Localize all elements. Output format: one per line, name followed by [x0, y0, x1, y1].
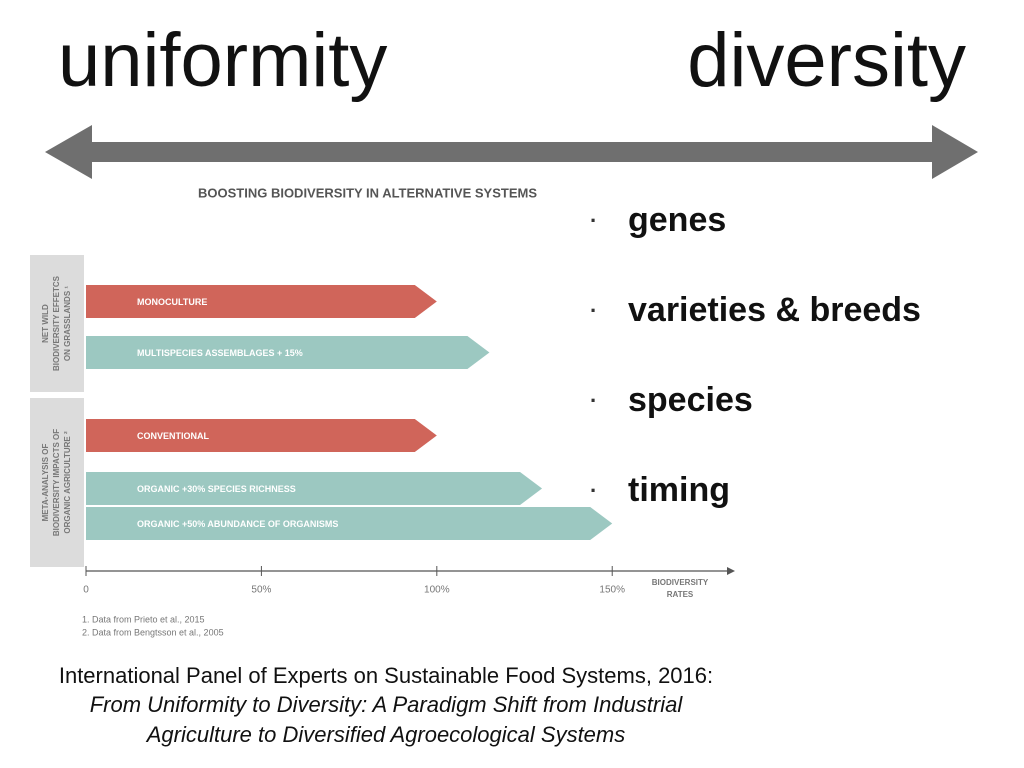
- x-axis-label: RATES: [667, 590, 694, 599]
- group-label: META-ANALYSIS OF: [41, 443, 50, 521]
- footnote: 1. Data from Prieto et al., 2015: [82, 614, 205, 624]
- group-panel: [30, 255, 84, 392]
- bullet: species: [628, 381, 753, 419]
- chart-title: BOOSTING BIODIVERSITY IN ALTERNATIVE SYS…: [198, 185, 537, 200]
- citation-title: From Uniformity to Diversity: A Paradigm…: [90, 692, 684, 717]
- bar: [86, 419, 437, 452]
- bar: [86, 507, 613, 540]
- x-tick-label: 0: [83, 585, 89, 596]
- citation-source: International Panel of Experts on Sustai…: [59, 663, 713, 688]
- bullet: genes: [628, 201, 726, 239]
- group-label: BIODIVERSITY EFFETCS: [52, 275, 61, 371]
- bar: [86, 472, 543, 505]
- citation-title: Agriculture to Diversified Agroecologica…: [145, 722, 626, 747]
- bullet-dot: ·: [590, 388, 597, 413]
- group-label: ORGANIC AGRICULTURE ²: [63, 431, 72, 534]
- x-tick-label: 50%: [251, 585, 271, 596]
- bar-label: ORGANIC +30% SPECIES RICHNESS: [137, 484, 296, 494]
- bullet: timing: [628, 471, 730, 509]
- left-heading: uniformity: [58, 18, 387, 103]
- bar: [86, 285, 437, 318]
- group-label: BIODIVERSITY IMPACTS OF: [52, 429, 61, 536]
- bullet: varieties & breeds: [628, 291, 921, 329]
- group-label: NET WILD: [41, 304, 50, 343]
- bar-label: CONVENTIONAL: [137, 431, 210, 441]
- axis-arrow: [727, 567, 735, 575]
- double-arrow: [45, 125, 978, 179]
- group-label: ON GRASSLANDS ¹: [63, 286, 72, 361]
- bar: [86, 336, 490, 369]
- group-panel: [30, 398, 84, 567]
- x-tick-label: 100%: [424, 585, 450, 596]
- bullet-dot: ·: [590, 298, 597, 323]
- x-axis-label: BIODIVERSITY: [652, 578, 709, 587]
- bullet-dot: ·: [590, 208, 597, 233]
- right-heading: diversity: [687, 18, 966, 103]
- bar-label: MONOCULTURE: [137, 297, 207, 307]
- bar-label: ORGANIC +50% ABUNDANCE OF ORGANISMS: [137, 519, 338, 529]
- bar-label: MULTISPECIES ASSEMBLAGES + 15%: [137, 348, 303, 358]
- footnote: 2. Data from Bengtsson et al., 2005: [82, 627, 224, 637]
- bullet-dot: ·: [590, 478, 597, 503]
- x-tick-label: 150%: [599, 585, 625, 596]
